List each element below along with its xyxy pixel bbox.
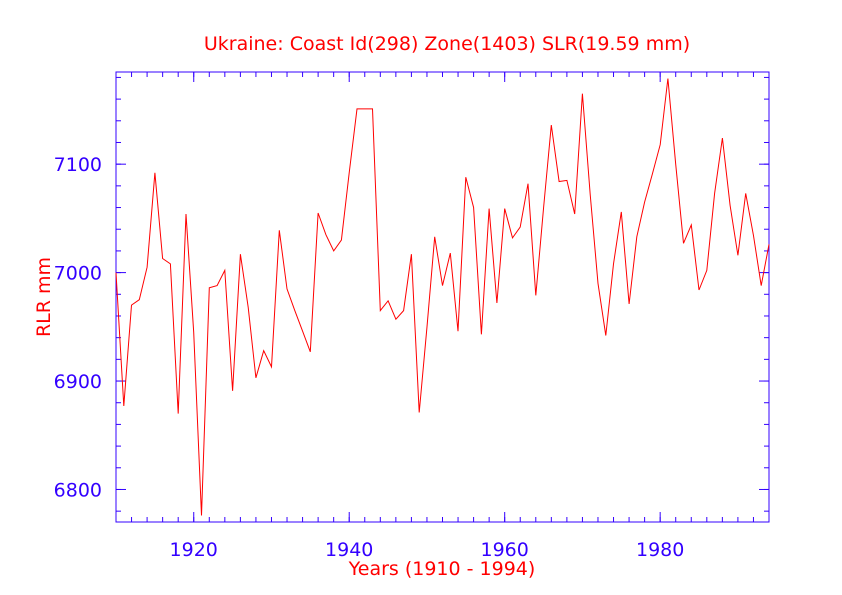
y-tick-label: 7100: [54, 154, 102, 176]
x-tick-label: 1940: [325, 539, 373, 561]
y-axis-title: RLR mm: [33, 257, 55, 337]
x-axis-title: Years (1910 - 1994): [348, 558, 536, 580]
y-tick-label: 6900: [54, 371, 102, 393]
x-tick-label: 1980: [636, 539, 684, 561]
plot-area-frame: [115, 71, 770, 523]
y-tick-label: 6800: [54, 479, 102, 501]
y-tick-label: 7000: [54, 263, 102, 285]
series-line: [115, 78, 770, 516]
x-tick-label: 1920: [170, 539, 218, 561]
chart-title: Ukraine: Coast Id(298) Zone(1403) SLR(19…: [204, 33, 690, 55]
axis-ticks: 1920 1940 1960 1980 6800 6900 7000 7100: [54, 72, 770, 561]
x-tick-label: 1960: [481, 539, 529, 561]
